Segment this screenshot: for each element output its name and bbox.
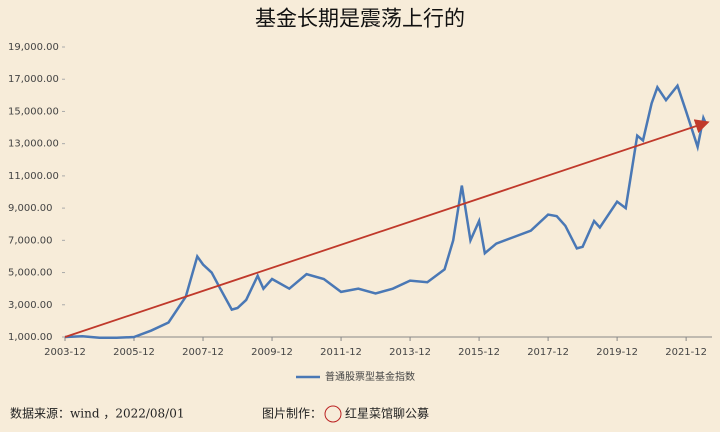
x-tick-label: 2013-12 [389, 347, 431, 358]
y-tick-label: 13,000.00 [8, 139, 59, 150]
x-tick-label: 2009-12 [251, 347, 293, 358]
y-tick-label: 5,000.00 [8, 268, 53, 279]
y-tick-label: 19,000.00 [8, 42, 59, 53]
y-tick-label: 1,000.00 [8, 332, 53, 343]
chart-title: 基金长期是震荡上行的 [255, 7, 465, 31]
source-note: 数据来源：wind ，2022/08/01 [10, 406, 185, 421]
x-tick-label: 2019-12 [596, 347, 638, 358]
x-tick-label: 2011-12 [320, 347, 362, 358]
x-tick-label: 2007-12 [182, 347, 224, 358]
y-tick-label: 11,000.00 [8, 171, 59, 182]
trend-arrow [64, 119, 710, 338]
seal-icon [324, 405, 342, 423]
x-tick-label: 2015-12 [458, 347, 500, 358]
y-tick-label: 7,000.00 [8, 235, 53, 246]
data-line [64, 83, 708, 340]
x-tick-label: 2005-12 [113, 347, 155, 358]
x-tick-label: 2003-12 [44, 347, 86, 358]
maker-name: 红星菜馆聊公募 [345, 406, 429, 421]
y-tick-label: 3,000.00 [8, 300, 53, 311]
y-tick-label: 17,000.00 [8, 74, 59, 85]
maker-label: 图片制作： [262, 407, 322, 421]
y-tick-label: 9,000.00 [8, 203, 53, 214]
y-tick-label: 15,000.00 [8, 106, 59, 117]
x-tick-label: 2021-12 [665, 347, 707, 358]
x-tick-label: 2017-12 [527, 347, 569, 358]
legend-label: 普通股票型基金指数 [325, 370, 415, 383]
